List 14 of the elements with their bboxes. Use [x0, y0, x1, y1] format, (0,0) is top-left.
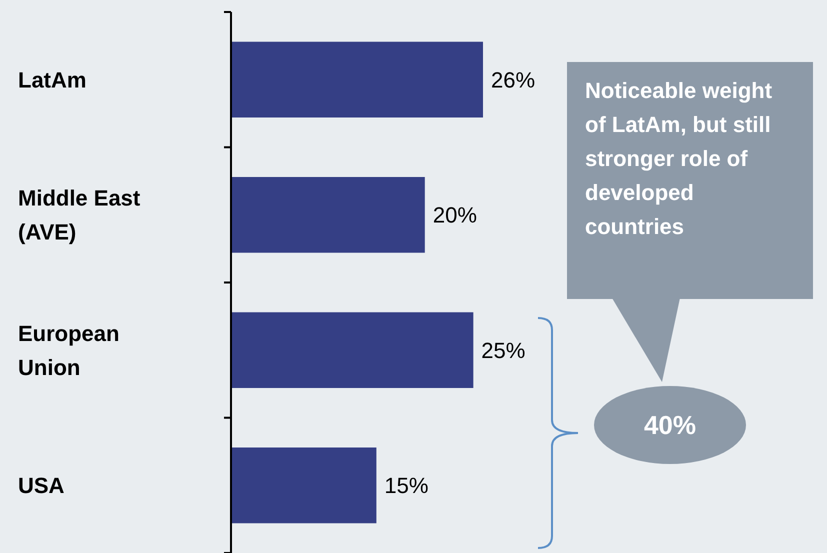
y-tick-label: European Union — [18, 320, 120, 380]
bar — [231, 312, 474, 388]
data-label: 20% — [432, 202, 477, 228]
bar — [231, 448, 376, 524]
text: Noticeable weight of LatAm, but still stronger role of developed countries — [585, 77, 774, 241]
bar — [231, 42, 483, 118]
bar — [231, 177, 425, 253]
data-label: 26% — [491, 67, 536, 92]
y-tick-label: LatAm — [18, 67, 86, 92]
text: 40% — [644, 410, 696, 440]
data-label: 15% — [384, 473, 428, 498]
y-tick-label: USA — [18, 473, 65, 498]
y-tick-label: Middle East (AVE) — [18, 186, 141, 245]
data-label: 25% — [481, 338, 526, 363]
